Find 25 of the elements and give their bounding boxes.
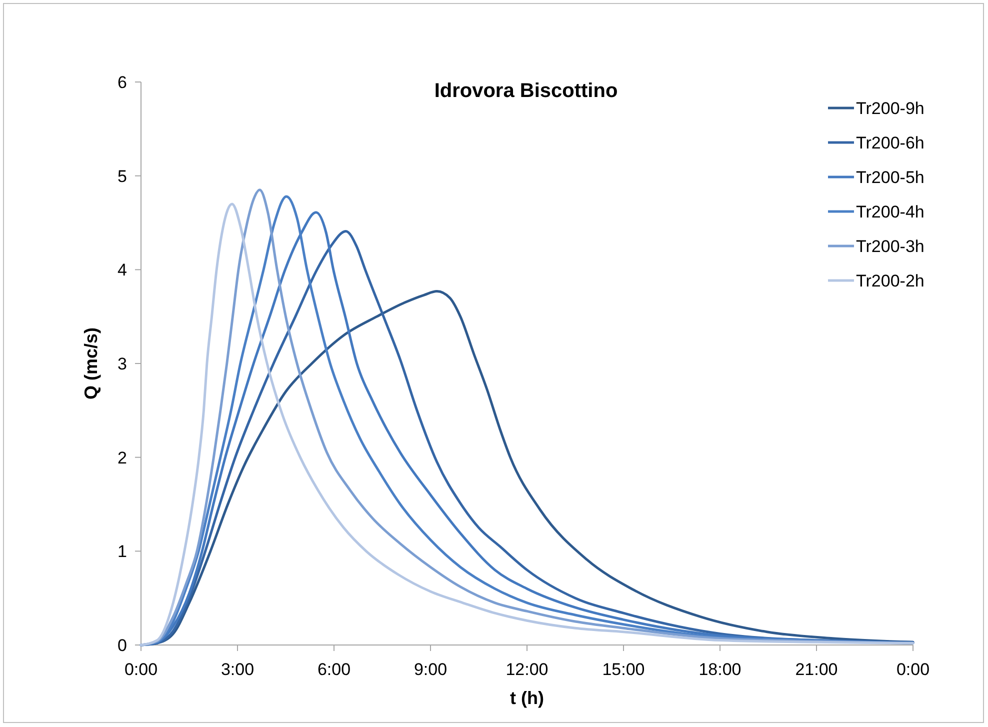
y-tick-label: 0 [118,636,127,655]
x-axis-title: t (h) [510,688,544,708]
legend-label: Tr200-9h [856,98,924,118]
y-tick-label: 2 [118,448,127,468]
y-tick-label: 1 [118,542,127,562]
y-axis-title: Q (mc/s) [81,327,101,400]
y-tick-label: 3 [118,354,127,374]
legend-label: Tr200-5h [856,168,924,187]
x-tick-label: 12:00 [506,660,548,679]
x-tick-label: 0:00 [896,660,930,679]
y-tick-label: 6 [118,72,127,92]
x-tick-label: 0:00 [124,660,158,679]
y-tick-label: 5 [118,166,127,186]
legend-label: Tr200-6h [856,133,924,152]
x-tick-label: 15:00 [602,660,645,679]
legend-label: Tr200-2h [856,271,924,290]
legend-label: Tr200-3h [856,236,924,256]
legend-label: Tr200-4h [856,202,924,222]
y-tick-label: 4 [118,260,127,280]
x-tick-label: 6:00 [317,660,351,679]
x-tick-label: 3:00 [220,660,254,679]
x-tick-label: 21:00 [795,660,838,679]
x-tick-label: 9:00 [414,660,448,679]
x-tick-label: 18:00 [698,660,742,679]
chart-title: Idrovora Biscottino [434,80,618,102]
